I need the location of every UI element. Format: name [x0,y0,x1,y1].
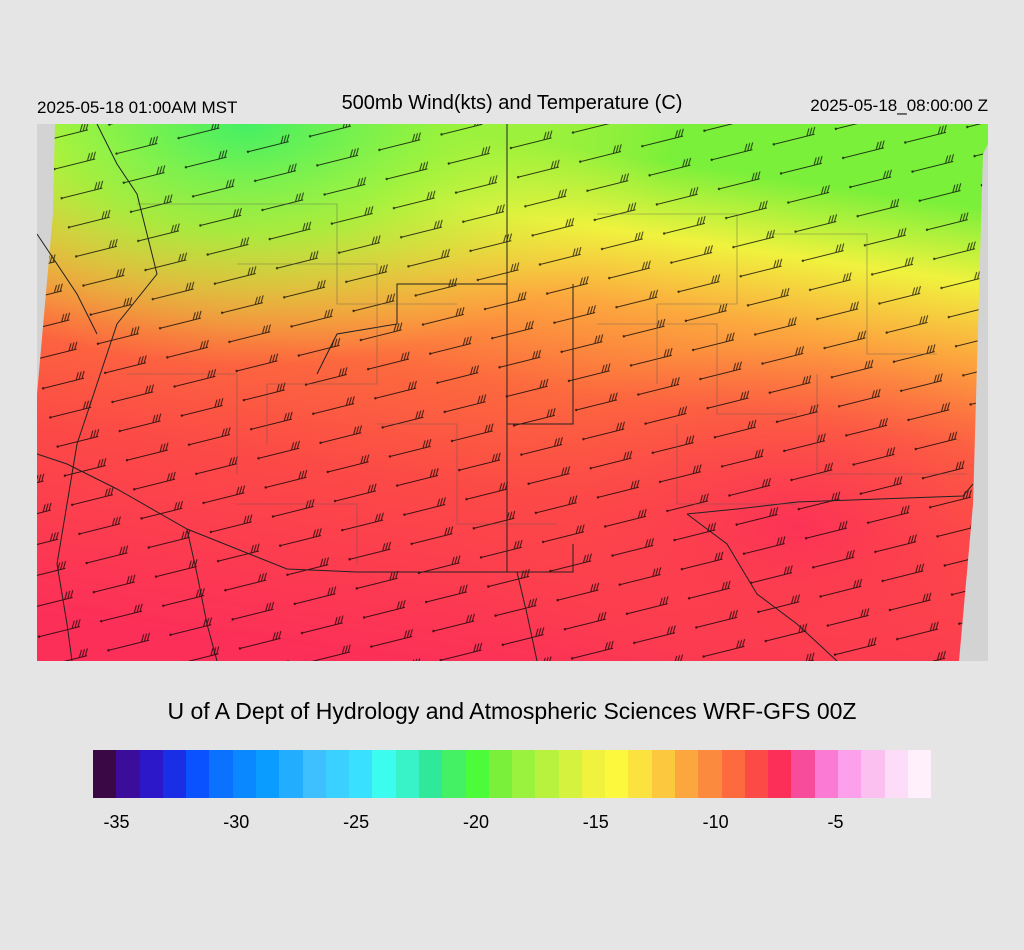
colorbar-swatch [535,750,559,798]
colorbar-swatch [93,750,117,798]
colorbar-swatch [349,750,373,798]
colorbar-tick-label: -25 [343,812,370,832]
colorbar-swatch [791,750,815,798]
colorbar-swatch [255,750,280,798]
colorbar-swatch [372,750,396,798]
colorbar-swatch [232,750,256,798]
colorbar-swatch [675,750,699,798]
colorbar-tick-label: -30 [223,812,250,832]
colorbar-swatch [116,750,140,798]
colorbar-tick-label: -15 [582,812,609,832]
colorbar-swatch [442,750,466,798]
colorbar-swatch [651,750,676,798]
colorbar-swatch [558,750,582,798]
colorbar-swatch [581,750,606,798]
map-title: 500mb Wind(kts) and Temperature (C) [341,92,683,114]
colorbar-ticks: -35 -30 -25 -20 -15 -10 -5 [93,812,931,836]
valid-time-label: 2025-05-18_08:00:00 Z [810,96,988,115]
colorbar-swatch [186,750,210,798]
colorbar-swatch [162,750,187,798]
temperature-wind-field [37,124,988,661]
colorbar-tick-label: -5 [827,812,844,832]
colorbar-swatch [721,750,745,798]
colorbar-swatch [465,750,489,798]
colorbar-swatch [698,750,722,798]
colorbar-swatch [838,750,862,798]
colorbar-swatch [325,750,350,798]
weather-map [37,124,988,661]
local-time-label: 2025-05-18 01:00AM MST [37,98,238,117]
colorbar-swatch [279,750,303,798]
colorbar-tick-label: -10 [702,812,729,832]
colorbar-swatch [605,750,629,798]
colorbar-swatch [209,750,233,798]
colorbar-swatch [395,750,419,798]
colorbar-swatch [744,750,769,798]
colorbar-swatch [814,750,838,798]
colorbar-tick-label: -20 [462,812,489,832]
colorbar-tick-label: -35 [103,812,130,832]
colorbar-swatch [418,750,443,798]
colorbar-swatch [768,750,792,798]
credit-text: U of A Dept of Hydrology and Atmospheric… [167,698,857,724]
colorbar-swatch [139,750,163,798]
colorbar-swatch [512,750,536,798]
colorbar-swatch [907,750,932,798]
colorbar-swatch [302,750,326,798]
colorbar-swatch [861,750,885,798]
colorbar-swatch [628,750,652,798]
colorbar-swatch [488,750,513,798]
temperature-colorbar [93,750,932,798]
colorbar-swatch [884,750,908,798]
